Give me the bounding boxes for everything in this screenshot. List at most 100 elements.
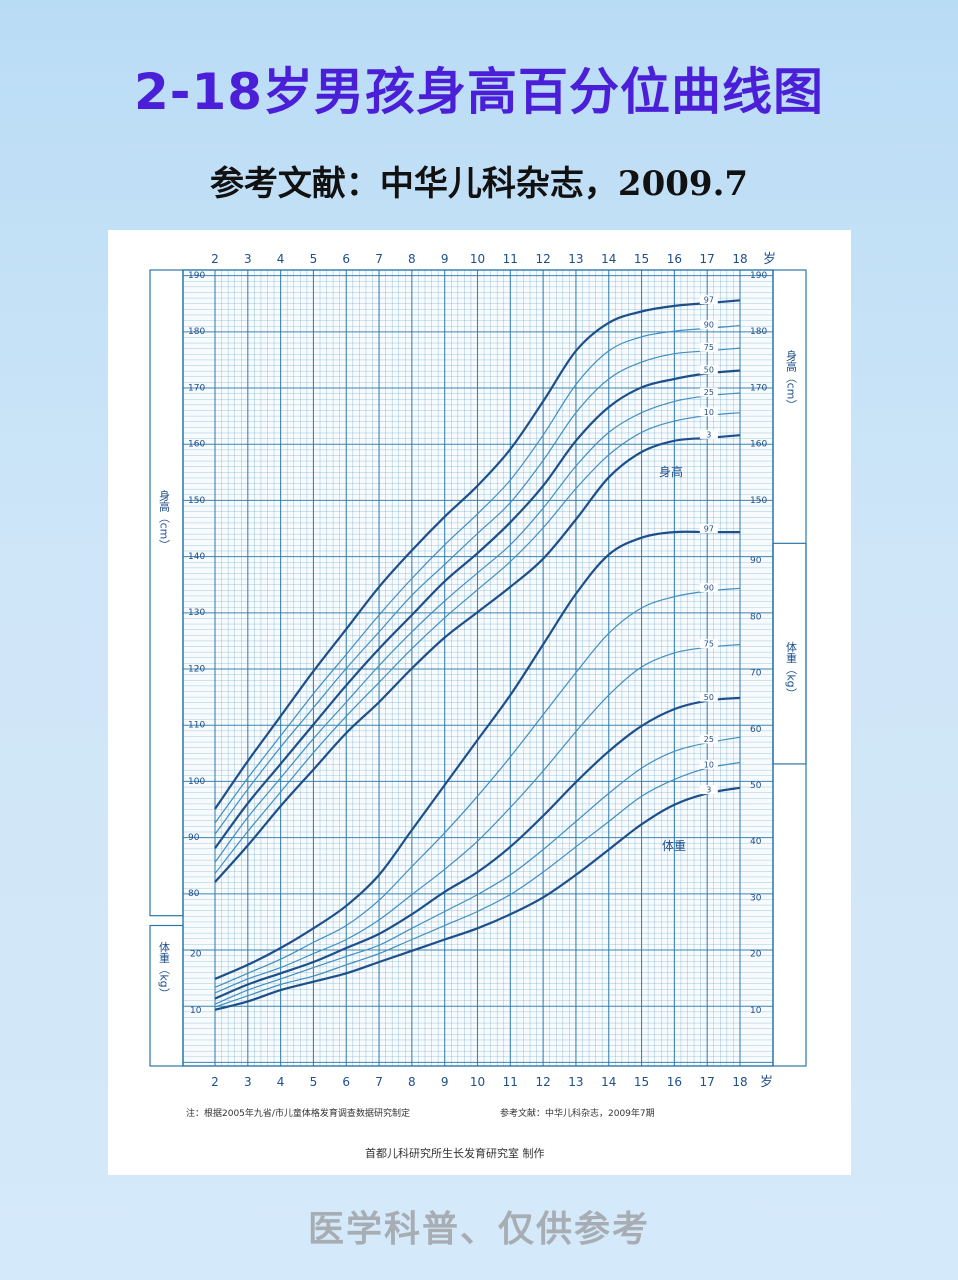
height-percentile-label-bg [699,294,718,304]
weight-percentile-label-p97: 97 [704,525,714,534]
weight-curve-p90 [214,587,741,988]
height-tick-left: 190 [188,271,205,281]
height-percentile-label-bg [699,342,718,352]
height-tick-left: 150 [188,496,205,506]
age-tick-bottom: 4 [277,1075,285,1089]
axis-layer: 2 2 3 3 4 4 5 5 6 6 7 7 8 8 9 9 10 10 11 11 12 12 13 13 14 14 15 15… [149,252,807,1089]
height-tick-left: 180 [188,327,205,337]
age-tick-bottom: 5 [310,1075,318,1089]
curve-layer [214,299,741,1011]
height-curve-p10 [214,412,741,874]
age-tick-bottom: 2 [211,1075,219,1089]
age-tick-bottom: 15 [634,1075,649,1089]
height-tick-left: 160 [188,440,205,450]
age-tick-top: 7 [375,252,383,266]
height-tick-left: 100 [188,777,205,787]
height-tick-right: 160 [750,440,767,450]
height-tick-left: 80 [188,889,200,899]
weight-curve-p25 [214,736,741,1005]
height-tick-left: 90 [188,833,200,843]
height-curve-p25 [214,392,741,863]
left-height-axis-box [149,269,184,917]
grid-layer [183,269,773,1066]
height-percentile-label-p97: 97 [704,295,714,304]
weight-tick-right: 50 [750,781,762,791]
height-tick-right: 180 [750,327,767,337]
age-tick-top: 8 [408,252,416,266]
label-layer: 97 90 75 50 25 10 3 97 90 75 50 25 10 3 [699,294,718,795]
height-percentile-label-p3: 3 [706,430,711,439]
age-unit-top-label: 岁 [763,252,776,267]
weight-tick-right: 60 [750,725,762,735]
weight-curves-label: 体重 [662,839,686,853]
left-weight-axis-box [149,924,184,1067]
weight-curve-p10 [214,761,741,1008]
weight-curve-p50 [214,696,741,1000]
weight-axis-title-right: 体重（kg） [785,640,798,699]
weight-percentile-label-p50: 50 [704,693,714,702]
weight-tick-right: 30 [750,893,762,903]
weight-percentile-label-bg [699,692,718,702]
age-tick-bottom: 14 [601,1075,616,1089]
height-tick-left: 120 [188,664,205,674]
height-percentile-label-bg [699,429,718,439]
weight-tick-right: 70 [750,669,762,679]
age-tick-bottom: 7 [375,1075,383,1089]
age-tick-top: 15 [634,252,649,266]
height-curves-label: 身高 [659,464,683,479]
weight-tick-right: 80 [750,612,762,622]
age-tick-top: 11 [503,252,518,266]
weight-tick-right: 20 [750,950,762,960]
age-tick-bottom: 10 [470,1075,485,1089]
chart-reference: 参考文献：中华儿科杂志，2009年7期 [500,1107,655,1119]
footer-disclaimer: 医学科普、仅供参考 [307,1208,650,1250]
right-weight-axis-box [772,542,807,1067]
age-tick-top: 3 [244,252,252,266]
age-tick-bottom: 11 [503,1075,518,1089]
height-percentile-label-bg [699,407,718,417]
height-curve-p50 [214,369,741,849]
chart-maker: 首都儿科研究所生长发育研究室 制作 [365,1146,545,1160]
age-tick-top: 9 [441,252,449,266]
right-height-axis-box [772,269,807,765]
height-percentile-label-bg [699,320,718,330]
weight-percentile-label-p75: 75 [704,640,714,649]
age-tick-bottom: 9 [441,1075,449,1089]
age-tick-bottom: 18 [732,1075,747,1089]
age-tick-bottom: 13 [568,1075,583,1089]
height-tick-left: 130 [188,608,205,618]
weight-percentile-label-p10: 10 [704,760,714,769]
height-tick-right: 190 [750,271,767,281]
page-subtitle: 参考文献：中华儿科杂志，2009.7 [209,164,749,204]
weight-percentile-label-p25: 25 [704,735,714,744]
weight-tick-left: 20 [190,950,202,960]
age-unit-bottom-label: 岁 [760,1075,773,1090]
height-percentile-label-p75: 75 [704,343,714,352]
age-tick-bottom: 16 [667,1075,682,1089]
height-percentile-label-bg [699,365,718,375]
age-tick-top: 14 [601,252,616,266]
height-percentile-label-p10: 10 [704,408,714,417]
weight-curve-p75 [214,643,741,994]
age-tick-top: 13 [568,252,583,266]
age-tick-top: 18 [732,252,747,266]
height-percentile-label-p25: 25 [704,388,714,397]
height-axis-title-left: 身高（cm） [158,488,171,550]
height-curve-p90 [214,325,741,824]
age-tick-bottom: 3 [244,1075,252,1089]
age-tick-bottom: 8 [408,1075,416,1089]
age-tick-top: 4 [277,252,285,266]
growth-chart-card: 2 2 3 3 4 4 5 5 6 6 7 7 8 8 9 9 10 10 11 11 12 12 13 13 14 14 15 15… [108,230,851,1175]
height-tick-left: 110 [188,721,205,731]
weight-percentile-label-bg [699,582,718,592]
height-percentile-label-p50: 50 [704,366,714,375]
age-tick-top: 17 [700,252,715,266]
age-tick-top: 12 [535,252,550,266]
age-tick-top: 6 [342,252,350,266]
chart-note: 注：根据2005年九省/市儿童体格发育调查数据研究制定 [186,1107,410,1119]
height-tick-left: 140 [188,552,205,562]
age-tick-bottom: 6 [342,1075,350,1089]
weight-tick-right: 90 [750,556,762,566]
height-curve-p75 [214,347,741,835]
height-tick-right: 170 [750,383,767,393]
